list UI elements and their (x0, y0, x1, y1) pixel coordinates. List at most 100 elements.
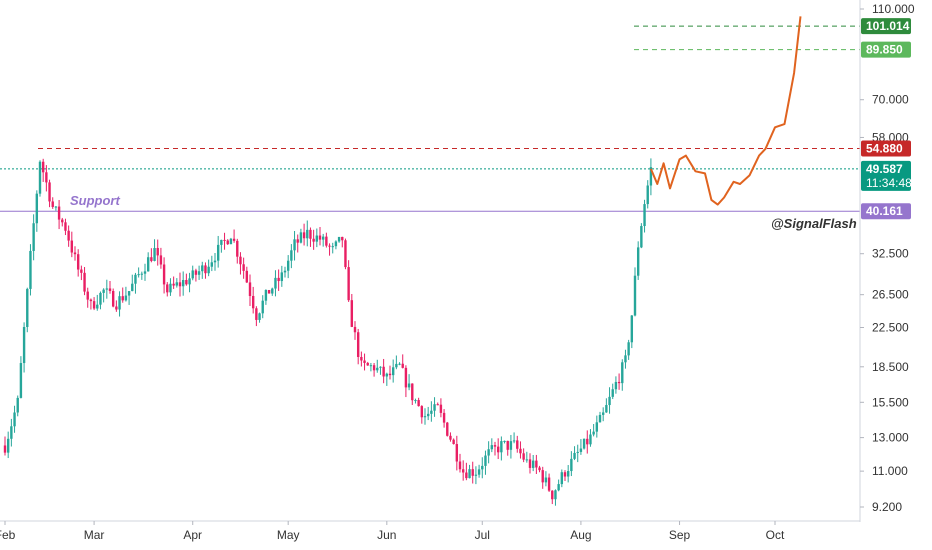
candle-body (321, 236, 325, 240)
candle-body (207, 266, 210, 274)
candle-body (89, 299, 93, 302)
candle-body (554, 490, 557, 500)
price-badge-label-target-2: 101.014 (866, 19, 910, 33)
candle-body (605, 405, 608, 413)
candle-body (528, 459, 532, 468)
candle-body (10, 426, 13, 439)
candle-body (566, 471, 570, 477)
candle-body (344, 240, 347, 268)
candle-body (178, 282, 182, 287)
price-badge-resistance (861, 140, 911, 157)
candle-body (382, 366, 385, 377)
candle-body (646, 185, 649, 205)
x-tick-label: Sep (669, 528, 691, 542)
candle-body (261, 300, 264, 314)
candle-body (245, 270, 249, 283)
candle-body (525, 459, 529, 461)
candle-body (411, 383, 414, 401)
candle-body (404, 367, 408, 388)
x-tick-label: Oct (766, 528, 785, 542)
projection-line (649, 16, 802, 206)
candle-body (636, 247, 640, 276)
candle-body (385, 373, 389, 377)
candle-body (363, 360, 366, 363)
candle-body (242, 264, 245, 271)
candle-body (271, 288, 274, 294)
candle-body (162, 264, 166, 285)
candle-body (579, 448, 583, 452)
x-tick-label: Aug (570, 528, 591, 542)
candle-body (283, 270, 287, 273)
candle-body (541, 470, 544, 483)
candle-body (379, 366, 382, 368)
candle-body (544, 477, 548, 483)
candle-body (417, 400, 420, 407)
candle-body (239, 256, 242, 265)
candle-body (465, 472, 468, 479)
candle-body (13, 412, 16, 427)
y-tick-label: 15.500 (872, 395, 909, 409)
candle-body (213, 260, 217, 263)
candle-body (487, 449, 490, 456)
candle-body (290, 250, 293, 261)
candle-body (48, 182, 51, 202)
candle-body (452, 439, 455, 445)
candle-body (627, 342, 630, 356)
candle-body (436, 404, 439, 406)
candle-body (446, 422, 449, 436)
candle-body (624, 355, 627, 363)
candle-body (449, 435, 452, 440)
candle-body (3, 445, 7, 453)
candle-body (611, 389, 614, 397)
candle-body (251, 295, 255, 309)
price-badge-current-price (861, 160, 911, 191)
price-badge-sublabel-current-price: 11:34:48 (866, 176, 912, 190)
candle-body (376, 367, 379, 371)
candle-body (258, 313, 261, 320)
candle-body (38, 161, 42, 194)
candle-body (471, 469, 474, 476)
candle-body (630, 315, 634, 343)
price-badge-label-current-price: 49.587 (866, 162, 903, 176)
candle-body (315, 235, 319, 242)
candle-body (474, 474, 478, 476)
candle-body (582, 438, 586, 449)
candle-body (493, 445, 497, 447)
candle-body (201, 265, 204, 272)
candle-body (369, 365, 373, 367)
y-tick-label: 11.000 (872, 464, 908, 478)
y-tick-label: 18.500 (872, 360, 909, 374)
candle-body (29, 250, 32, 289)
candle-body (150, 257, 153, 261)
candle-body (6, 438, 10, 453)
axis-layer: 110.00070.00058.00032.50026.50022.50018.… (0, 0, 915, 542)
candle-body (22, 326, 26, 364)
candle-body (414, 400, 417, 402)
candle-body (621, 362, 624, 384)
candle-body (216, 244, 220, 261)
candle-body (420, 406, 424, 418)
candle-body (519, 448, 522, 454)
candle-body (576, 451, 579, 453)
candle-body (140, 273, 144, 275)
candle-body (461, 469, 465, 473)
candle-body (430, 410, 433, 414)
candle-body (92, 301, 96, 309)
candle-body (226, 240, 229, 245)
candle-body (312, 238, 315, 242)
candle-body (159, 255, 163, 265)
candle-body (80, 269, 83, 273)
candle-body (277, 277, 280, 282)
price-badge-label-support: 40.161 (866, 204, 903, 218)
candle-body (181, 280, 185, 287)
candle-body (54, 206, 58, 208)
candle-body (108, 288, 112, 292)
candle-body (51, 201, 54, 207)
candle-body (423, 416, 427, 418)
candle-body (169, 283, 172, 293)
candle-body (643, 204, 646, 227)
candle-body (334, 241, 338, 247)
candle-body (426, 413, 430, 417)
